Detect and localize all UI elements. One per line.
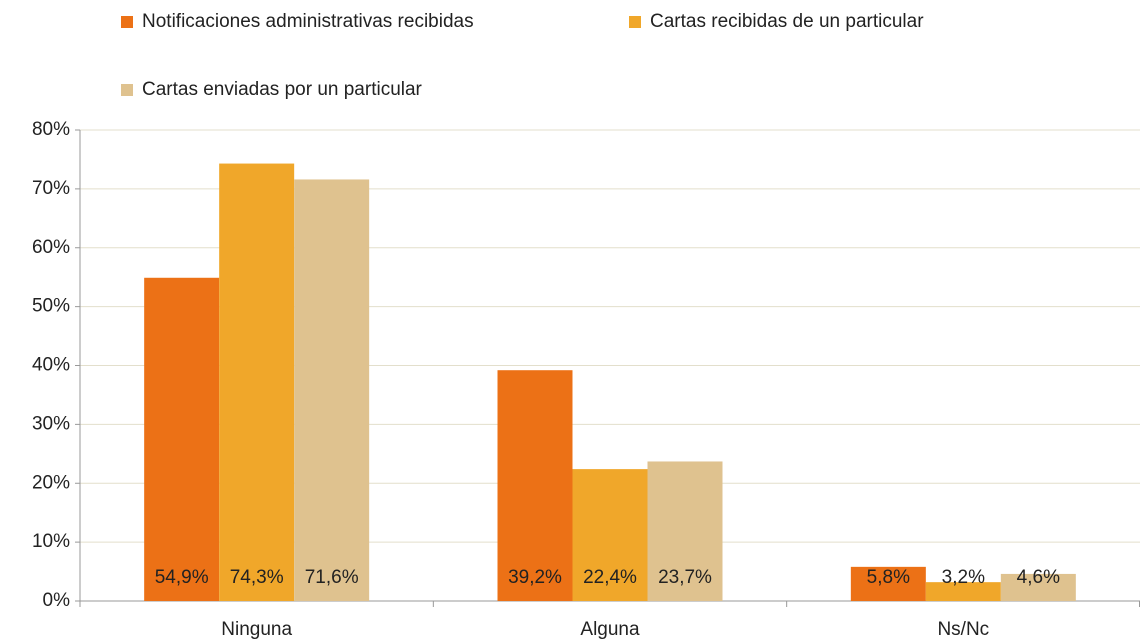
- x-tick-label: Ninguna: [221, 619, 292, 640]
- bar: [647, 461, 723, 601]
- legend-swatch: [629, 16, 641, 28]
- y-tick-label: 70%: [32, 178, 70, 199]
- y-tick-label: 40%: [32, 355, 70, 376]
- value-label: 23,7%: [658, 567, 712, 588]
- value-label: 71,6%: [305, 567, 359, 588]
- bar: [144, 277, 220, 601]
- y-tick-label: 80%: [32, 119, 70, 140]
- bar: [572, 469, 648, 601]
- y-tick-label: 30%: [32, 413, 70, 434]
- value-label: 54,9%: [155, 567, 209, 588]
- value-label: 4,6%: [1017, 567, 1060, 588]
- y-tick-label: 20%: [32, 472, 70, 493]
- legend-swatch: [121, 16, 133, 28]
- bar: [1000, 573, 1076, 601]
- legend-label: Notificaciones administrativas recibidas: [142, 11, 474, 32]
- bar: [219, 163, 295, 601]
- value-label: 5,8%: [867, 567, 910, 588]
- bar: [497, 370, 573, 601]
- x-tick-label: Alguna: [580, 619, 640, 640]
- bar: [294, 179, 370, 601]
- bar: [850, 566, 926, 601]
- legend-swatch: [121, 84, 133, 96]
- y-tick-label: 0%: [43, 590, 71, 611]
- value-label: 3,2%: [942, 567, 985, 588]
- value-label: 74,3%: [230, 567, 284, 588]
- y-tick-label: 50%: [32, 296, 70, 317]
- y-tick-label: 60%: [32, 237, 70, 258]
- bar: [925, 582, 1001, 601]
- x-tick-label: Ns/Nc: [937, 619, 989, 640]
- value-label: 22,4%: [583, 567, 637, 588]
- value-label: 39,2%: [508, 567, 562, 588]
- legend-label: Cartas enviadas por un particular: [142, 79, 423, 100]
- y-tick-label: 10%: [32, 531, 70, 552]
- legend-label: Cartas recibidas de un particular: [650, 11, 924, 32]
